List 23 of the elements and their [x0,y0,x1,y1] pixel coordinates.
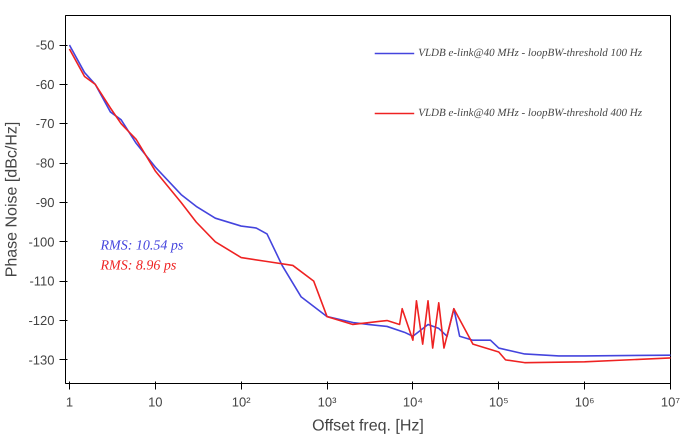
y-tick-label: -130 [28,352,55,368]
y-tick-label: -50 [36,38,55,53]
x-tick-label: 10 [148,394,163,410]
y-tick-label: -60 [36,76,55,92]
x-tick-label: 10⁵ [488,394,509,410]
x-tick-label: 10⁴ [402,394,423,410]
y-tick-label: -90 [36,194,55,210]
x-tick-label: 10³ [318,394,338,410]
annotation: RMS: 10.54 ps [100,238,184,254]
y-tick-label: -100 [28,234,55,250]
annotation: RMS: 8.96 ps [100,258,177,274]
y-tick-label: -80 [36,156,55,171]
x-axis-title: Offset freq. [Hz] [312,418,424,434]
x-tick-label: 10⁶ [574,394,595,410]
y-tick-label: -70 [36,116,55,132]
legend-label: VLDB e-link@40 MHz - loopBW-threshold 400 Hz [418,107,642,119]
y-axis-title: Phase Noise [dBc/Hz] [3,122,20,278]
x-tick-label: 1 [66,394,74,410]
legend-label: VLDB e-link@40 MHz - loopBW-threshold 100 Hz [418,47,642,59]
x-tick-label: 10⁷ [660,394,680,410]
y-tick-label: -120 [28,313,55,328]
y-tick-label: -110 [29,274,55,289]
x-tick-label: 10² [232,394,252,410]
